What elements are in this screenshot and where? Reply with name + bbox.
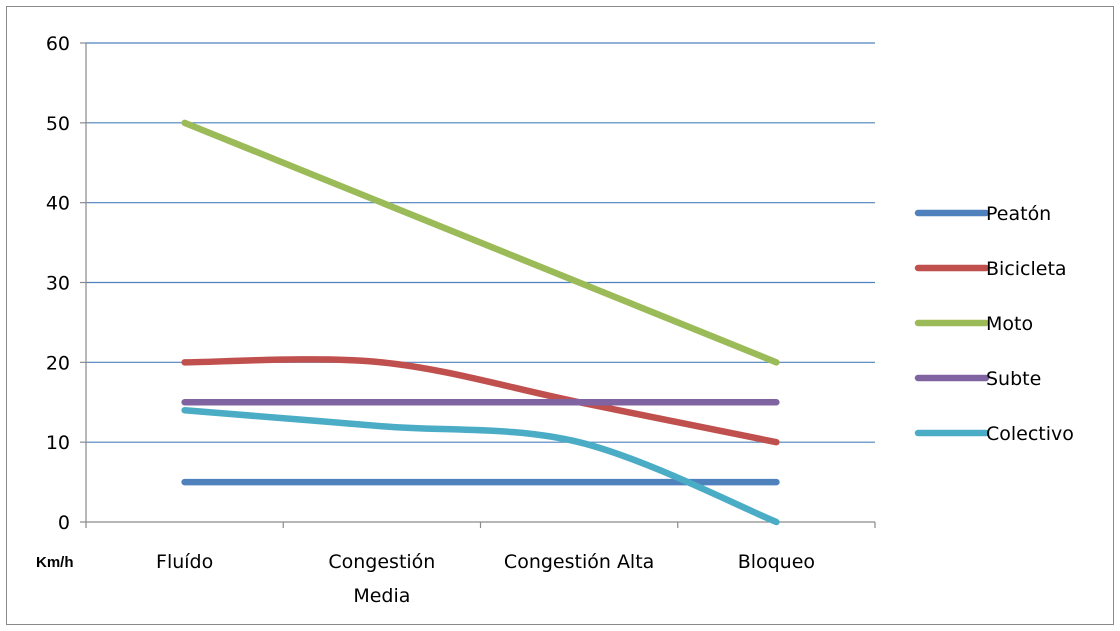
legend-label-colectivo: Colectivo [986, 423, 1074, 445]
legend-label-bicicleta: Bicicleta [986, 258, 1067, 280]
y-tick-label: 20 [46, 352, 70, 374]
x-tick-label: Congestión Alta [504, 551, 654, 573]
x-tick-labels: Fluído Congestión Media Congestión Alta Bloq… [156, 551, 815, 607]
unit-label: Km/h [36, 554, 74, 571]
series-line-bicicleta [181, 356, 780, 446]
axes [80, 42, 876, 528]
y-tick-label: 50 [46, 113, 70, 135]
legend-label-peaton: Peatón [986, 203, 1051, 225]
series-lines [181, 119, 780, 526]
y-tick-labels: 0 10 20 30 40 50 60 [46, 33, 70, 534]
y-tick-label: 30 [46, 273, 70, 295]
x-tick-label: Bloqueo [738, 551, 815, 573]
y-tick-label: 40 [46, 193, 70, 215]
y-tick-label: 10 [46, 432, 70, 454]
series-line-moto [181, 119, 780, 366]
x-tick-label: Congestión Media [328, 551, 435, 607]
x-tick-label: Fluído [156, 551, 213, 573]
series-line-colectivo [181, 406, 780, 526]
legend: Peatón Bicicleta Moto Subte Colectivo [914, 203, 1074, 445]
y-tick-label: 60 [46, 33, 70, 55]
y-tick-label: 0 [58, 512, 70, 534]
legend-label-subte: Subte [986, 368, 1041, 390]
legend-label-moto: Moto [986, 313, 1033, 335]
